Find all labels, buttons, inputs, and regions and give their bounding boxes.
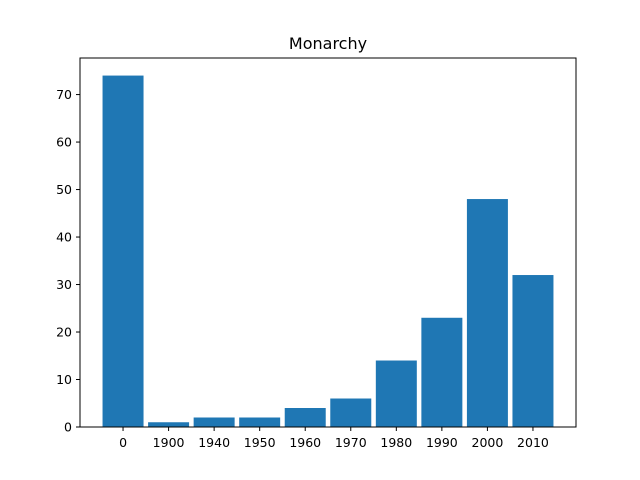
y-tick-label: 20 xyxy=(56,325,72,340)
bar-1960 xyxy=(284,408,326,427)
x-tick-label: 2000 xyxy=(472,435,504,450)
x-tick-label: 1980 xyxy=(380,435,412,450)
chart-title: Monarchy xyxy=(289,34,367,53)
x-tick-label: 1900 xyxy=(153,435,185,450)
x-tick-label: 1960 xyxy=(289,435,321,450)
x-tick-label: 0 xyxy=(119,435,127,450)
bar-1970 xyxy=(330,398,372,427)
bar-2000 xyxy=(466,199,508,427)
x-tick-label: 1950 xyxy=(244,435,276,450)
axes-layer: 0 1900 1940 1950 1960 1970 1980 1990 2000 2010 0 10… xyxy=(56,57,577,450)
bar-1990 xyxy=(421,317,463,427)
bar-2010 xyxy=(512,275,554,427)
y-tick-label: 50 xyxy=(56,182,72,197)
y-tick-label: 0 xyxy=(64,420,72,435)
x-tick-label: 1970 xyxy=(335,435,367,450)
bar-0 xyxy=(102,75,144,428)
y-tick-label: 70 xyxy=(56,87,72,102)
x-tick-label: 1990 xyxy=(426,435,458,450)
y-tick-label: 60 xyxy=(56,135,72,150)
plot-frame xyxy=(79,57,577,428)
bar-1900 xyxy=(148,422,190,427)
bar-1950 xyxy=(239,417,281,427)
y-tick-label: 40 xyxy=(56,230,72,245)
y-tick-label: 10 xyxy=(56,372,72,387)
bars-layer xyxy=(102,75,554,428)
y-tick-label: 30 xyxy=(56,277,72,292)
x-tick-label: 1940 xyxy=(198,435,230,450)
x-tick-label: 2010 xyxy=(517,435,549,450)
bar-1940 xyxy=(193,417,235,427)
bar-1980 xyxy=(375,360,417,427)
